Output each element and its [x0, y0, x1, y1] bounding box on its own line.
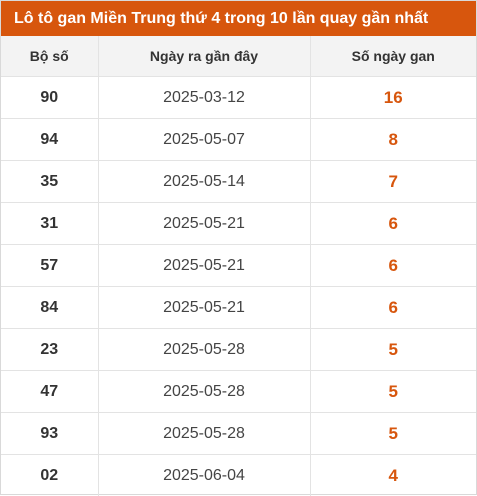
table-row: 35 2025-05-14 7 [1, 161, 476, 203]
row-date: 2025-05-07 [98, 119, 310, 161]
row-days: 16 [310, 77, 476, 119]
row-date: 2025-05-14 [98, 161, 310, 203]
row-date: 2025-05-28 [98, 371, 310, 413]
row-number: 90 [1, 77, 98, 119]
row-days: 5 [310, 371, 476, 413]
table-row: 31 2025-05-21 6 [1, 203, 476, 245]
table-header-row: Bộ số Ngày ra gần đây Số ngày gan [1, 36, 476, 77]
row-days: 6 [310, 245, 476, 287]
table-row: 02 2025-06-04 4 [1, 455, 476, 496]
table-row: 90 2025-03-12 16 [1, 77, 476, 119]
row-date: 2025-05-28 [98, 329, 310, 371]
gan-table: Bộ số Ngày ra gần đây Số ngày gan 90 202… [1, 36, 476, 496]
row-date: 2025-05-21 [98, 287, 310, 329]
table-row: 47 2025-05-28 5 [1, 371, 476, 413]
row-days: 5 [310, 413, 476, 455]
table-row: 84 2025-05-21 6 [1, 287, 476, 329]
table-row: 23 2025-05-28 5 [1, 329, 476, 371]
column-header-days: Số ngày gan [310, 36, 476, 77]
row-days: 7 [310, 161, 476, 203]
row-number: 31 [1, 203, 98, 245]
table-row: 94 2025-05-07 8 [1, 119, 476, 161]
table-title: Lô tô gan Miền Trung thứ 4 trong 10 lần … [1, 1, 476, 36]
row-number: 84 [1, 287, 98, 329]
table-row: 93 2025-05-28 5 [1, 413, 476, 455]
row-number: 23 [1, 329, 98, 371]
row-days: 6 [310, 203, 476, 245]
column-header-date: Ngày ra gần đây [98, 36, 310, 77]
row-number: 94 [1, 119, 98, 161]
row-days: 5 [310, 329, 476, 371]
row-number: 02 [1, 455, 98, 496]
row-number: 47 [1, 371, 98, 413]
row-days: 6 [310, 287, 476, 329]
row-date: 2025-05-21 [98, 203, 310, 245]
row-number: 57 [1, 245, 98, 287]
row-days: 8 [310, 119, 476, 161]
row-date: 2025-05-28 [98, 413, 310, 455]
column-header-number: Bộ số [1, 36, 98, 77]
row-date: 2025-05-21 [98, 245, 310, 287]
table-row: 57 2025-05-21 6 [1, 245, 476, 287]
row-days: 4 [310, 455, 476, 496]
row-date: 2025-03-12 [98, 77, 310, 119]
row-number: 35 [1, 161, 98, 203]
row-date: 2025-06-04 [98, 455, 310, 496]
row-number: 93 [1, 413, 98, 455]
